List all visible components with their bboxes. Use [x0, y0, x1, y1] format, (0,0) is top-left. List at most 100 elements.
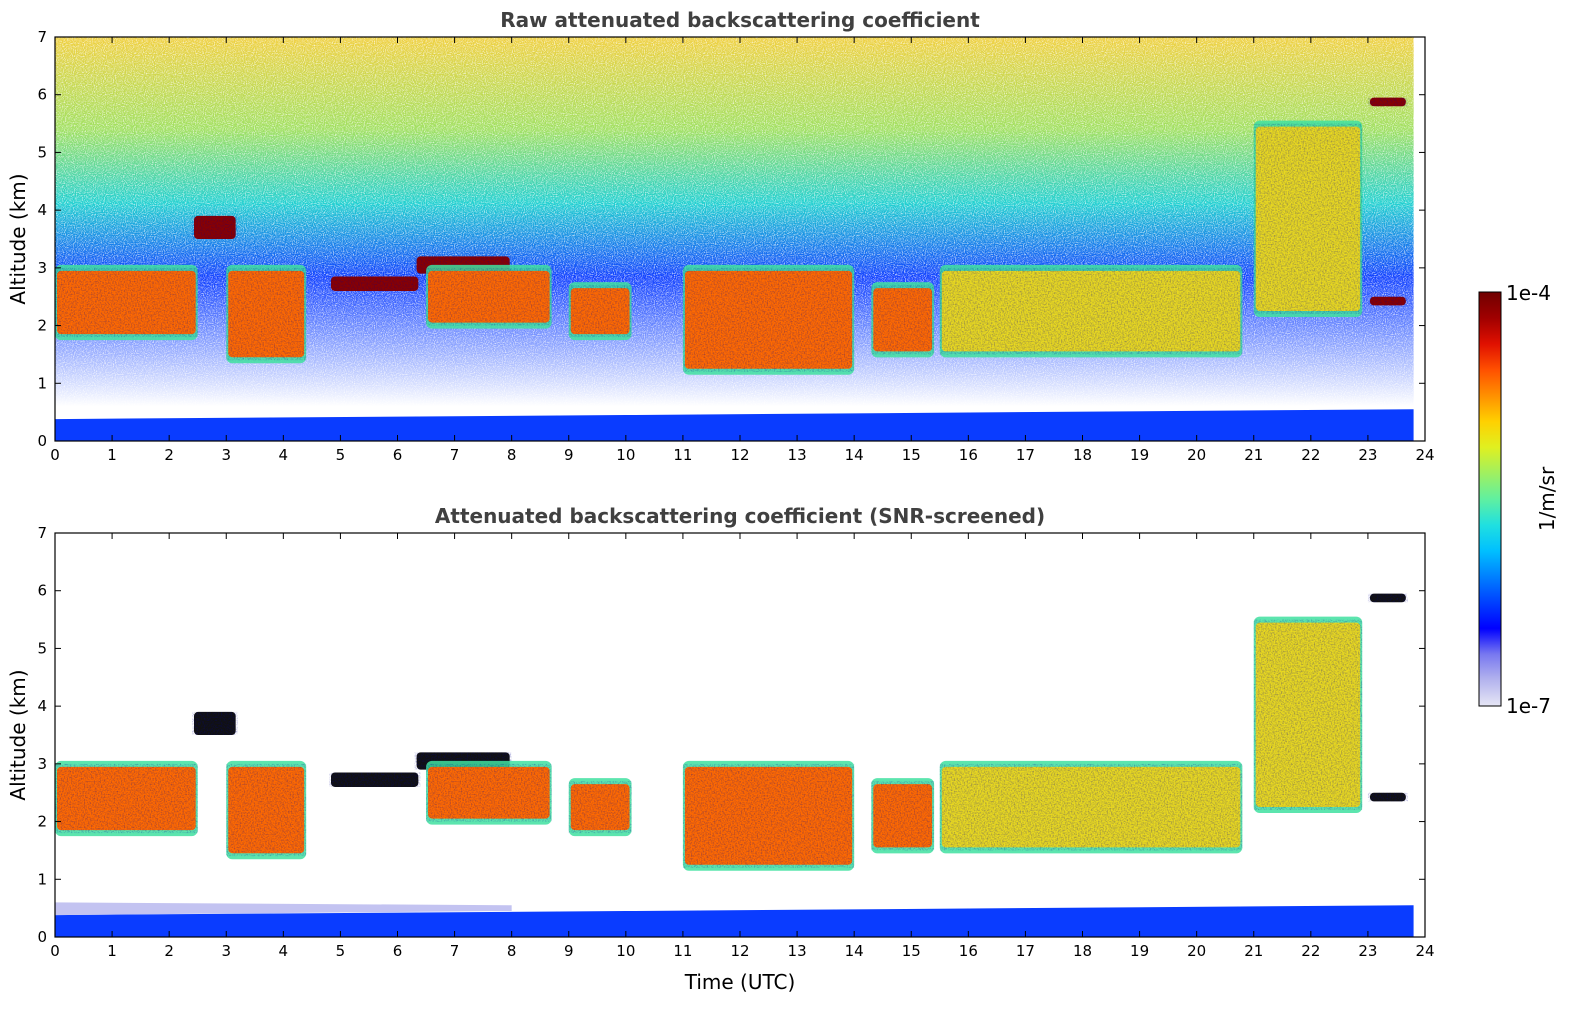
cloud-layer [939, 760, 1243, 854]
x-tick-label: 11 [673, 942, 692, 960]
x-tick-label: 6 [393, 446, 403, 464]
cloud-layer [871, 282, 935, 358]
y-tick-label: 7 [37, 28, 47, 46]
surface-layer [55, 905, 1414, 937]
cloud-layer [939, 264, 1243, 358]
x-tick-label: 19 [1130, 942, 1149, 960]
x-tick-label: 2 [164, 446, 174, 464]
y-tick-label: 0 [37, 432, 47, 450]
cloud-texture [1367, 296, 1408, 306]
cloud-texture [1367, 792, 1408, 802]
x-tick-label: 20 [1187, 942, 1206, 960]
x-tick-label: 9 [564, 446, 574, 464]
x-tick-label: 5 [336, 942, 346, 960]
x-tick-label: 14 [845, 446, 864, 464]
x-tick-label: 22 [1301, 942, 1320, 960]
cloud-layer [682, 264, 855, 375]
x-tick-label: 21 [1244, 446, 1263, 464]
x-tick-label: 4 [279, 942, 289, 960]
cloud-texture [1253, 619, 1363, 811]
cloud-texture [55, 267, 198, 338]
y-tick-label: 5 [37, 143, 47, 161]
chart-title: Raw attenuated backscattering coefficien… [500, 8, 980, 32]
y-tick-label: 0 [37, 928, 47, 946]
cloud-texture [1367, 97, 1408, 107]
surface-layer [55, 409, 1414, 441]
cloud-texture [871, 285, 935, 355]
x-tick-label: 3 [221, 942, 231, 960]
cloud-texture [426, 267, 552, 326]
cloud-texture [568, 781, 632, 834]
cloud-texture [1367, 593, 1408, 603]
colorbar-unit-label: 1/m/sr [1535, 466, 1559, 531]
y-tick-label: 7 [37, 524, 47, 542]
cloud-layer [1367, 296, 1408, 306]
x-tick-label: 24 [1415, 942, 1434, 960]
cloud-layer [192, 711, 238, 735]
cloud-texture [329, 276, 421, 291]
cloud-texture [682, 267, 855, 372]
x-tick-label: 13 [788, 942, 807, 960]
x-tick-label: 9 [564, 942, 574, 960]
y-axis-label: Altitude (km) [6, 173, 30, 304]
x-tick-label: 12 [730, 942, 749, 960]
y-axis-label: Altitude (km) [6, 669, 30, 800]
colorbar-min-label: 1e-7 [1506, 694, 1551, 718]
x-tick-label: 22 [1301, 446, 1320, 464]
cloud-layer [329, 276, 421, 291]
x-tick-label: 13 [788, 446, 807, 464]
x-tick-label: 2 [164, 942, 174, 960]
cloud-texture [55, 763, 198, 834]
panel-screened: Attenuated backscattering coefficient (S… [6, 504, 1435, 994]
x-tick-label: 12 [730, 446, 749, 464]
x-tick-label: 8 [507, 446, 517, 464]
y-tick-label: 6 [37, 582, 47, 600]
x-axis: 0 1 2 3 4 5 6 7 8 9 10 11 12 13 14 15 16 17 18 19 20 21 22 23 24 [50, 533, 1435, 960]
cloud-layer [55, 264, 198, 341]
cloud-layer [226, 264, 307, 364]
y-tick-label: 5 [37, 639, 47, 657]
x-tick-label: 1 [107, 446, 117, 464]
y-tick-label: 3 [37, 755, 47, 773]
cloud-texture [939, 763, 1243, 851]
x-tick-label: 15 [902, 942, 921, 960]
cloud-layer [192, 215, 238, 239]
x-tick-label: 3 [221, 446, 231, 464]
cloud-texture [226, 763, 307, 857]
y-axis: 0 1 2 3 4 5 6 7 [37, 524, 1425, 946]
y-axis: 0 1 2 3 4 5 6 7 [37, 28, 1425, 450]
x-tick-label: 1 [107, 942, 117, 960]
cloud-texture [192, 215, 238, 239]
x-tick-label: 21 [1244, 942, 1263, 960]
x-tick-label: 5 [336, 446, 346, 464]
cloud-layer [1253, 120, 1363, 318]
x-tick-label: 7 [450, 942, 460, 960]
cloud-layer [871, 778, 935, 854]
x-tick-label: 10 [616, 942, 635, 960]
x-tick-label: 17 [1016, 446, 1035, 464]
x-tick-label: 18 [1073, 942, 1092, 960]
cloud-texture [226, 267, 307, 361]
x-tick-label: 24 [1415, 446, 1434, 464]
colorbar: 1e-4 1e-7 1/m/sr [1478, 281, 1559, 718]
x-tick-label: 17 [1016, 942, 1035, 960]
x-tick-label: 16 [959, 446, 978, 464]
x-tick-label: 10 [616, 446, 635, 464]
cloud-layer [426, 760, 552, 825]
cloud-layer [1367, 792, 1408, 802]
cloud-texture [426, 763, 552, 822]
x-tick-label: 23 [1358, 942, 1377, 960]
colorbar-scale [1478, 291, 1502, 707]
cloud-layer [682, 760, 855, 871]
y-tick-label: 4 [37, 697, 47, 715]
x-tick-label: 7 [450, 446, 460, 464]
cloud-layer [568, 282, 632, 341]
cloud-layer [1367, 593, 1408, 603]
x-tick-label: 6 [393, 942, 403, 960]
cloud-layer [1367, 97, 1408, 107]
cloud-layer [329, 772, 421, 787]
cloud-texture [568, 285, 632, 338]
x-tick-label: 18 [1073, 446, 1092, 464]
plot-frame [54, 532, 1426, 938]
